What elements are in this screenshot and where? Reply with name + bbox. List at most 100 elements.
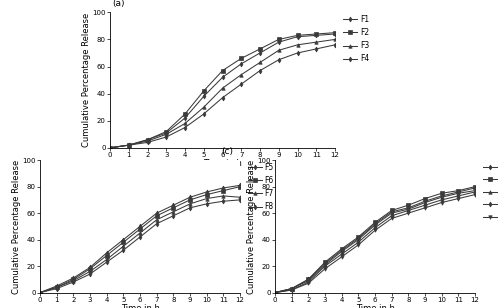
Line: F2: F2 [108,31,336,150]
F8 [170,214,176,218]
F2 [238,57,244,60]
F12 [388,214,394,218]
F7 [187,202,193,206]
F12 [272,291,278,294]
F6 [87,267,93,271]
F3 [107,146,113,150]
F9 [372,222,378,225]
F10 [406,203,411,207]
F8 [187,206,193,210]
F3 [276,48,282,52]
F1 [163,131,169,135]
F5 [137,225,143,228]
F7 [237,195,243,199]
F5 [187,195,193,199]
F8 [120,248,126,252]
F6 [120,241,126,244]
F12 [372,226,378,229]
F10 [288,287,294,290]
F1 [332,32,338,36]
F1 [276,40,282,44]
F3 [220,86,226,90]
F4 [332,43,338,47]
Line: F7: F7 [38,194,242,294]
F5 [237,184,243,187]
F2 [276,38,282,41]
F2 [313,32,320,36]
F13 [372,229,378,232]
F1 [220,75,226,79]
F13 [406,211,411,215]
F12 [322,264,328,268]
F3 [294,43,300,47]
F3 [238,73,244,76]
F10 [306,278,312,281]
F7 [104,257,110,261]
F13 [422,206,428,210]
F12 [472,190,478,194]
F7 [220,194,226,198]
F2 [182,112,188,116]
F8 [70,280,76,284]
F4 [294,51,300,55]
F9 [406,206,411,210]
Line: F5: F5 [38,184,242,294]
F2 [220,69,226,72]
F7 [37,291,43,294]
F6 [154,214,160,218]
F8 [237,198,243,202]
F9 [306,278,312,281]
F11 [438,195,444,199]
F13 [322,267,328,271]
Legend: F1, F2, F3, F4: F1, F2, F3, F4 [344,15,369,63]
F13 [456,197,462,201]
F6 [170,206,176,210]
F11 [388,211,394,215]
F8 [104,260,110,264]
F7 [54,286,60,289]
F2 [144,138,150,142]
Line: F11: F11 [274,189,476,294]
F3 [257,61,263,64]
F11 [456,191,462,195]
F9 [288,287,294,290]
F1 [294,35,300,38]
Line: F10: F10 [274,185,476,294]
F11 [288,287,294,290]
F10 [388,209,394,212]
F5 [154,211,160,215]
F6 [70,278,76,281]
F10 [438,191,444,195]
Line: F3: F3 [108,38,336,150]
F3 [144,139,150,143]
F1 [144,138,150,142]
F6 [37,291,43,294]
F13 [306,282,312,285]
F11 [406,207,411,211]
F10 [272,291,278,294]
Y-axis label: Cumulative Percentage Release: Cumulative Percentage Release [12,159,21,294]
F5 [104,251,110,255]
Text: (a): (a) [112,0,125,8]
F3 [126,143,132,147]
F1 [238,62,244,66]
F10 [322,260,328,264]
F4 [220,96,226,99]
Line: F9: F9 [274,186,476,294]
F12 [422,203,428,207]
X-axis label: Time in h: Time in h [356,304,395,308]
F6 [220,189,226,192]
F10 [456,189,462,192]
F6 [187,198,193,202]
Line: F8: F8 [38,198,242,294]
F5 [204,190,210,194]
F12 [306,280,312,284]
F7 [87,270,93,273]
F1 [313,34,320,37]
F12 [338,252,344,256]
F12 [438,198,444,202]
F9 [422,199,428,203]
F3 [163,132,169,136]
F3 [332,38,338,41]
Line: F6: F6 [38,185,242,294]
